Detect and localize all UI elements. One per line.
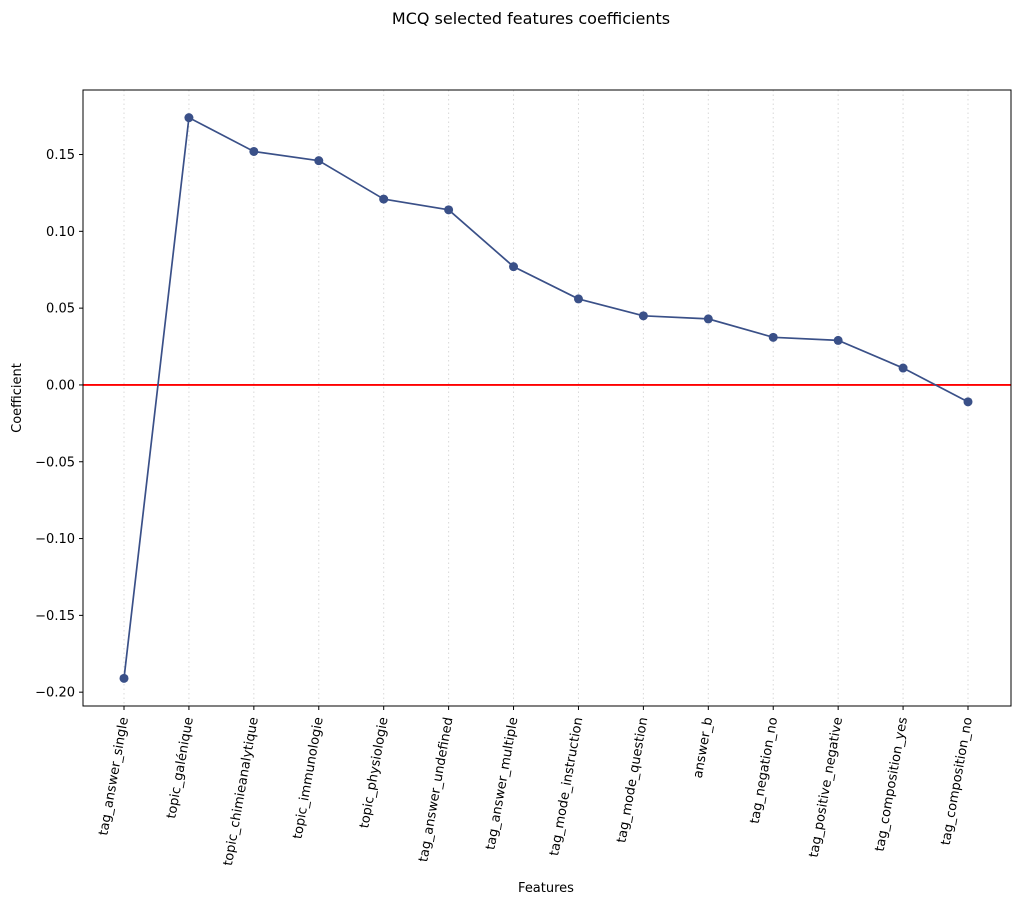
plot-area: −0.20 −0.15 −0.10 −0.05 0.00 0.05 0.10 0.15 tag_… bbox=[35, 89, 1012, 867]
data-point bbox=[768, 332, 778, 342]
data-point bbox=[184, 113, 194, 123]
data-point bbox=[833, 335, 843, 345]
data-point bbox=[444, 205, 454, 215]
y-tick-label: −0.20 bbox=[35, 686, 75, 701]
y-tick-label: −0.05 bbox=[35, 455, 75, 470]
data-point bbox=[963, 397, 973, 407]
x-tick-label: topic_immunologie bbox=[291, 716, 327, 840]
y-tick-label: 0.00 bbox=[46, 378, 75, 393]
x-tick-label: tag_answer_undefined bbox=[416, 716, 456, 863]
y-tick-label: −0.10 bbox=[35, 532, 75, 547]
data-point bbox=[249, 146, 259, 156]
chart-title: MCQ selected features coefficients bbox=[392, 9, 670, 28]
y-tick-label: −0.15 bbox=[35, 609, 75, 624]
x-tick-label: tag_positive_negative bbox=[807, 716, 846, 859]
y-axis-label: Coefficient bbox=[10, 363, 25, 433]
x-tick-label: tag_composition_yes bbox=[873, 716, 911, 853]
series-line bbox=[123, 116, 969, 679]
x-tick-label: tag_mode_question bbox=[614, 716, 651, 844]
data-point bbox=[509, 262, 519, 272]
y-tick-label: 0.10 bbox=[46, 225, 75, 240]
x-tick-label: answer_b bbox=[691, 716, 716, 779]
x-tick-label: topic_galénique bbox=[164, 716, 197, 820]
x-tick-label: topic_chimieanalytique bbox=[221, 716, 262, 867]
x-axis-label: Features bbox=[518, 881, 574, 896]
data-point bbox=[573, 294, 583, 304]
x-tick-label: tag_composition_no bbox=[939, 716, 976, 846]
y-tick-label: 0.05 bbox=[46, 302, 75, 317]
x-tick-label: tag_answer_multiple bbox=[483, 716, 521, 851]
data-point bbox=[703, 314, 713, 324]
data-point bbox=[898, 363, 908, 373]
x-tick-label: topic_physiologie bbox=[357, 716, 391, 829]
x-tick-label: tag_mode_instruction bbox=[547, 716, 586, 857]
x-tick-label: tag_answer_single bbox=[96, 716, 132, 837]
data-point bbox=[638, 311, 648, 321]
plot-frame bbox=[82, 89, 1012, 707]
y-tick-label: 0.15 bbox=[46, 148, 75, 163]
data-point bbox=[119, 673, 129, 683]
data-point bbox=[379, 194, 389, 204]
data-point bbox=[314, 156, 324, 166]
x-tick-label: tag_negation_no bbox=[748, 716, 782, 825]
